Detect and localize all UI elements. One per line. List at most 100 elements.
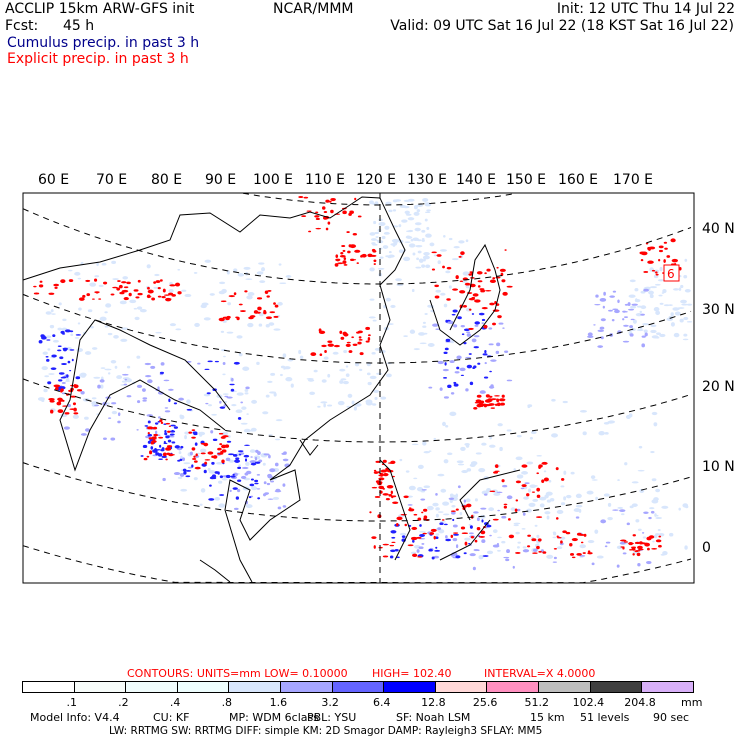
precip-cell xyxy=(309,391,316,396)
precip-cell xyxy=(664,247,668,250)
precip-cell xyxy=(543,477,549,482)
precip-cell xyxy=(348,212,352,216)
precip-cell xyxy=(191,447,196,451)
precip-cell xyxy=(272,496,280,500)
precip-cell xyxy=(579,410,587,413)
precip-cell xyxy=(110,293,115,296)
precip-cell xyxy=(365,399,373,404)
precip-cell xyxy=(546,554,554,559)
precip-cell xyxy=(51,313,56,315)
precip-cell xyxy=(63,348,67,352)
precip-cell xyxy=(94,278,98,282)
high-marker-label: 6 xyxy=(667,267,675,281)
precip-cell xyxy=(489,302,495,306)
precip-cell xyxy=(437,511,444,513)
precip-cell xyxy=(137,292,143,296)
precip-cell xyxy=(611,318,615,322)
precip-cell xyxy=(464,282,471,286)
precip-cell xyxy=(422,321,426,324)
precip-cell xyxy=(373,263,376,265)
precip-cell xyxy=(439,521,446,523)
precip-cell xyxy=(256,297,263,300)
precip-cell xyxy=(179,414,185,420)
precip-cell xyxy=(391,495,397,498)
precip-cell xyxy=(422,508,428,512)
precip-cell xyxy=(444,347,449,351)
precip-cell xyxy=(250,456,253,458)
colorbar-swatch xyxy=(435,682,488,692)
colorbar-swatch xyxy=(384,682,436,692)
precip-cell xyxy=(375,236,379,238)
precip-cell xyxy=(520,487,525,490)
precip-cell xyxy=(147,289,154,294)
precip-cell xyxy=(393,241,398,244)
precip-cell xyxy=(598,431,605,436)
precip-cell xyxy=(261,267,266,272)
precip-cell xyxy=(449,493,454,498)
precip-cell xyxy=(466,331,471,334)
precip-cell xyxy=(225,474,231,479)
high-marker-box xyxy=(663,264,680,282)
precip-cell xyxy=(154,273,160,277)
precip-cell xyxy=(91,397,97,400)
precip-cell xyxy=(339,330,343,335)
precip-cell xyxy=(423,485,431,489)
precip-cell xyxy=(486,524,492,528)
precip-cell xyxy=(247,292,255,296)
precip-cell xyxy=(421,489,427,491)
precip-cell xyxy=(47,381,52,385)
precip-cell xyxy=(70,395,77,398)
precip-cell xyxy=(263,309,267,313)
precip-cell xyxy=(274,304,279,308)
precip-cell xyxy=(521,471,529,475)
precip-cell xyxy=(465,356,472,359)
precip-cell xyxy=(91,347,98,350)
precip-cell xyxy=(447,452,453,456)
center-label: NCAR/MMM xyxy=(273,1,354,17)
precip-cell xyxy=(413,348,420,351)
precip-cell xyxy=(107,372,111,375)
precip-cell xyxy=(424,313,428,315)
precip-cell xyxy=(437,260,441,265)
precip-cell xyxy=(173,426,179,429)
precip-cell xyxy=(499,446,503,452)
precip-cell xyxy=(576,553,582,556)
precip-cell xyxy=(237,479,242,482)
precip-cell xyxy=(526,461,534,465)
precip-cell xyxy=(245,504,253,509)
precip-cell xyxy=(658,249,664,253)
precip-cell xyxy=(450,339,455,344)
precip-cell xyxy=(221,459,225,464)
precip-cell xyxy=(345,343,351,347)
precip-cell xyxy=(194,442,198,446)
precip-cell xyxy=(461,470,468,474)
model-info-item: CU: KF xyxy=(153,711,190,724)
precip-cell xyxy=(406,236,413,239)
precip-cell xyxy=(245,461,250,466)
precip-cell xyxy=(61,362,67,366)
precip-cell xyxy=(391,536,396,539)
precip-cell xyxy=(219,494,225,496)
precip-cell xyxy=(234,459,241,463)
precip-cell xyxy=(631,503,638,507)
precip-cell xyxy=(502,291,508,296)
precip-cell xyxy=(207,360,213,363)
precip-cell xyxy=(474,539,478,543)
precip-cell xyxy=(421,542,425,545)
precip-cell xyxy=(182,457,186,462)
precip-cell xyxy=(259,280,266,284)
precip-cell xyxy=(632,319,637,324)
precip-cell xyxy=(388,209,393,213)
precip-cell xyxy=(265,323,270,328)
precip-cell xyxy=(683,275,688,279)
precip-cell xyxy=(644,332,648,337)
precip-cell xyxy=(622,318,625,321)
precip-cell xyxy=(421,264,426,268)
precip-cell xyxy=(482,353,488,356)
precip-cell xyxy=(369,200,374,205)
precip-cell xyxy=(68,269,73,272)
precip-cell xyxy=(481,490,489,495)
precip-cell xyxy=(53,384,61,388)
precip-cell xyxy=(219,475,224,479)
precip-cell xyxy=(435,328,440,330)
